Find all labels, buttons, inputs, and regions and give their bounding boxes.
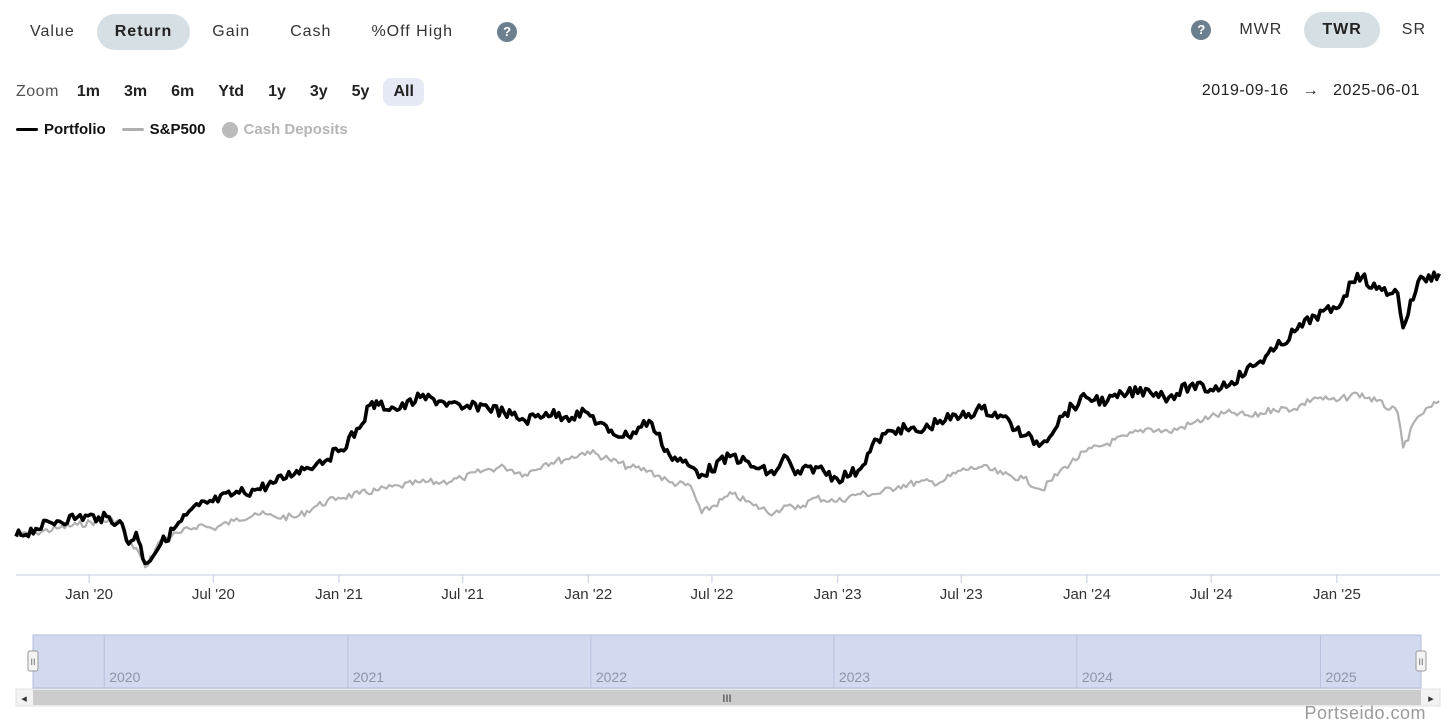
x-tick-label: Jul '23 — [940, 586, 983, 603]
x-tick-label: Jan '23 — [814, 586, 862, 603]
legend-label-portfolio: Portfolio — [44, 121, 106, 138]
zoom-3y-button[interactable]: 3y — [309, 83, 328, 100]
tab-mwr[interactable]: MWR — [1239, 21, 1283, 38]
tab-cash[interactable]: Cash — [290, 23, 332, 40]
navigator-left-handle[interactable] — [27, 650, 39, 672]
chart-legend: Portfolio S&P500 Cash Deposits — [16, 121, 348, 138]
scroll-right-arrow-icon[interactable]: ▸ — [1428, 692, 1434, 705]
zoom-1y-button[interactable]: 1y — [268, 83, 286, 100]
method-tabs: ? MWR TWR SR — [1191, 12, 1444, 48]
legend-item-portfolio[interactable]: Portfolio — [16, 121, 106, 138]
tab-return[interactable]: Return — [96, 14, 191, 50]
navigator-year-label: 2021 — [353, 669, 384, 685]
date-range: 2019-09-16 → 2025-06-01 — [1202, 82, 1420, 100]
sp500-series-line[interactable] — [15, 391, 1440, 569]
x-axis: Jan '20 Jul '20 Jan '21 Jul '21 Jan '22 Jul '… — [16, 574, 1440, 603]
navigator-selection[interactable] — [32, 634, 1422, 689]
navigator-right-handle[interactable] — [1415, 650, 1427, 672]
metric-tabs: Value Return Gain Cash %Off High ? — [12, 14, 518, 50]
tab-sr[interactable]: SR — [1401, 21, 1426, 38]
help-icon[interactable]: ? — [497, 22, 518, 42]
date-range-start[interactable]: 2019-09-16 — [1201, 82, 1289, 99]
date-range-end[interactable]: 2025-06-01 — [1333, 82, 1420, 99]
zoom-ytd-button[interactable]: Ytd — [218, 83, 245, 100]
date-range-arrow: → — [1302, 82, 1320, 99]
plot-area — [14, 270, 1441, 569]
navigator-year-label: 2023 — [839, 669, 870, 685]
legend-label-sp500: S&P500 — [149, 121, 206, 138]
tab-off-high[interactable]: %Off High — [371, 23, 454, 40]
scrollbar-thumb[interactable] — [33, 690, 1421, 705]
zoom-label: Zoom — [16, 83, 59, 100]
zoom-6m-button[interactable]: 6m — [171, 83, 195, 100]
x-tick-label: Jan '24 — [1063, 586, 1111, 603]
x-tick-label: Jul '24 — [1190, 586, 1233, 603]
navigator-year-label: 2022 — [596, 669, 627, 685]
legend-item-cash-deposits[interactable]: Cash Deposits — [221, 121, 348, 138]
x-tick-label: Jan '21 — [315, 586, 363, 603]
tab-gain[interactable]: Gain — [212, 23, 251, 40]
x-tick-label: Jul '22 — [691, 586, 734, 603]
watermark: Portseido.com — [1304, 703, 1426, 723]
x-tick-label: Jan '25 — [1313, 586, 1361, 603]
portfolio-series-line[interactable] — [14, 270, 1441, 566]
sp500-line-icon — [121, 128, 144, 131]
x-tick-label: Jul '20 — [192, 586, 235, 603]
zoom-3m-button[interactable]: 3m — [124, 83, 148, 100]
navigator-year-label: 2020 — [109, 669, 140, 685]
scroll-left-arrow-icon[interactable]: ◂ — [21, 692, 27, 705]
legend-item-sp500[interactable]: S&P500 — [121, 121, 206, 138]
x-tick-label: Jan '22 — [564, 586, 612, 603]
x-tick-label: Jul '21 — [441, 586, 484, 603]
portfolio-line-icon — [16, 128, 38, 131]
navigator-year-label: 2024 — [1082, 669, 1113, 685]
help-icon-method[interactable]: ? — [1191, 20, 1212, 40]
handle-grip-icon: II — [1418, 657, 1423, 667]
zoom-5y-button[interactable]: 5y — [351, 83, 370, 100]
navigator-year-label: 2025 — [1325, 669, 1356, 685]
tab-value[interactable]: Value — [30, 23, 75, 40]
zoom-all-button[interactable]: All — [383, 78, 424, 106]
cash-deposits-dot-icon — [221, 121, 238, 138]
zoom-selector: Zoom 1m 3m 6m Ytd 1y 3y 5y All — [16, 78, 424, 106]
tab-twr[interactable]: TWR — [1304, 12, 1380, 48]
handle-grip-icon: II — [30, 657, 35, 667]
legend-label-cash-deposits: Cash Deposits — [243, 121, 348, 138]
x-tick-label: Jan '20 — [65, 586, 113, 603]
zoom-1m-button[interactable]: 1m — [76, 83, 101, 100]
scrollbar-grip-icon: III — [722, 693, 731, 705]
